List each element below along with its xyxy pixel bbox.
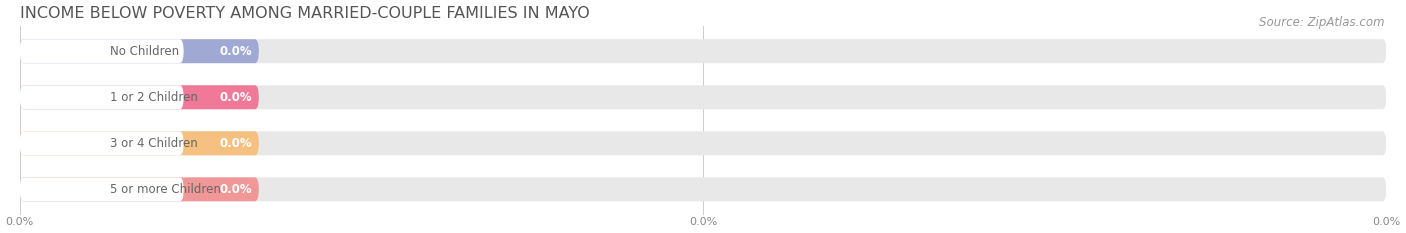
FancyBboxPatch shape: [20, 85, 259, 109]
Text: Source: ZipAtlas.com: Source: ZipAtlas.com: [1260, 16, 1385, 29]
FancyBboxPatch shape: [20, 131, 259, 155]
FancyBboxPatch shape: [20, 85, 1386, 109]
FancyBboxPatch shape: [20, 131, 184, 155]
FancyBboxPatch shape: [20, 85, 184, 109]
FancyBboxPatch shape: [20, 39, 259, 63]
Text: 5 or more Children: 5 or more Children: [110, 183, 221, 196]
Text: INCOME BELOW POVERTY AMONG MARRIED-COUPLE FAMILIES IN MAYO: INCOME BELOW POVERTY AMONG MARRIED-COUPL…: [20, 6, 589, 21]
Text: 0.0%: 0.0%: [219, 45, 252, 58]
FancyBboxPatch shape: [20, 177, 1386, 201]
Text: No Children: No Children: [110, 45, 179, 58]
Text: 1 or 2 Children: 1 or 2 Children: [110, 91, 198, 104]
FancyBboxPatch shape: [20, 39, 184, 63]
FancyBboxPatch shape: [20, 131, 1386, 155]
Text: 3 or 4 Children: 3 or 4 Children: [110, 137, 198, 150]
Text: 0.0%: 0.0%: [219, 91, 252, 104]
Text: 0.0%: 0.0%: [219, 137, 252, 150]
FancyBboxPatch shape: [20, 39, 1386, 63]
FancyBboxPatch shape: [20, 177, 184, 201]
Text: 0.0%: 0.0%: [219, 183, 252, 196]
FancyBboxPatch shape: [20, 177, 259, 201]
